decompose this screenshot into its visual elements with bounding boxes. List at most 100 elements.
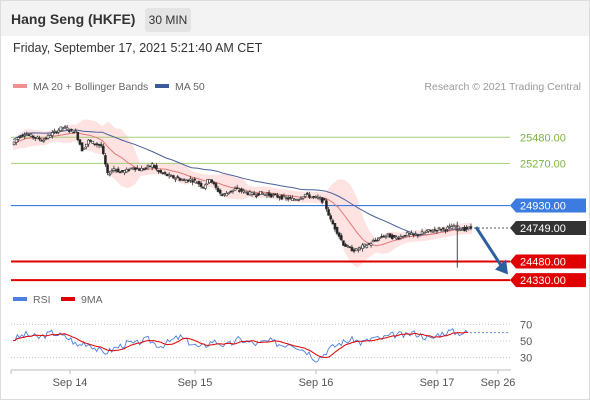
candle-body xyxy=(19,136,22,138)
candle-body xyxy=(452,225,456,228)
candle-body xyxy=(431,230,434,233)
last-price-tag xyxy=(510,221,586,236)
candle-body xyxy=(89,139,92,142)
candle-body xyxy=(367,243,371,245)
candle-body xyxy=(295,199,298,201)
candle-body xyxy=(106,164,109,173)
candle-body xyxy=(444,229,447,232)
candle-body xyxy=(31,135,35,138)
candle-body xyxy=(218,189,222,194)
candle-body xyxy=(189,178,192,181)
candle-body xyxy=(72,131,75,134)
x-axis-tick-label: Sep 15 xyxy=(178,377,213,389)
candle-body xyxy=(227,192,230,195)
candle-body xyxy=(250,191,254,195)
forecast-arrow-head xyxy=(495,259,508,275)
candle-body xyxy=(138,168,141,171)
candle-body xyxy=(255,195,258,198)
candle-body xyxy=(38,137,41,140)
candle-body xyxy=(208,179,211,183)
candle-body xyxy=(238,190,241,192)
candle-body xyxy=(352,249,356,252)
candle-body xyxy=(184,180,188,183)
candle-body xyxy=(386,233,390,236)
candle-body xyxy=(48,135,52,138)
bollinger-legend-swatch xyxy=(13,84,27,88)
candle-body xyxy=(191,180,194,183)
candle-body xyxy=(272,194,275,196)
candle-body xyxy=(267,192,271,196)
forecast-arrow xyxy=(474,226,508,275)
candle-body xyxy=(391,234,394,240)
candle-body xyxy=(365,245,369,248)
candle-body xyxy=(261,193,264,195)
candle-body xyxy=(388,233,392,238)
candle-body xyxy=(327,209,330,216)
candle-body xyxy=(210,179,213,183)
candle-body xyxy=(306,192,309,195)
candle-body xyxy=(142,168,145,171)
candle-body xyxy=(57,129,60,133)
candle-body xyxy=(197,181,201,185)
candle-body xyxy=(461,229,464,231)
rsi-panel: 70 50 30 xyxy=(11,319,532,365)
candle-body xyxy=(61,127,65,129)
candle-body xyxy=(284,197,288,199)
candle-body xyxy=(150,163,154,168)
candle-body xyxy=(123,170,126,174)
candle-body xyxy=(127,169,131,172)
candle-body xyxy=(116,168,120,173)
candle-body xyxy=(380,235,383,238)
candle-body xyxy=(244,191,247,194)
interval-button[interactable]: 30 MIN xyxy=(145,8,191,32)
candle-body xyxy=(212,181,216,184)
x-axis-ticks: Sep 14 Sep 15 Sep 16 Sep 17 Sep 26 xyxy=(10,370,516,389)
x-axis-tick-label: Sep 17 xyxy=(420,377,455,389)
candle-body xyxy=(333,223,337,230)
candle-body xyxy=(114,169,118,172)
candle-body xyxy=(55,131,58,134)
candle-body xyxy=(27,134,31,136)
bollinger-legend-label: MA 20 + Bollinger Bands xyxy=(33,81,148,93)
rsi-line xyxy=(12,327,469,363)
candle-body xyxy=(344,244,347,247)
candle-body xyxy=(221,194,224,196)
candle-body xyxy=(95,143,99,146)
candle-body xyxy=(14,139,18,143)
candle-body xyxy=(318,197,322,200)
candle-body xyxy=(405,232,409,237)
candle-body xyxy=(467,226,471,229)
candle-body xyxy=(167,174,171,177)
candle-body xyxy=(454,226,458,230)
candle-body xyxy=(280,194,284,200)
x-axis-tick-label: Sep 26 xyxy=(481,377,516,389)
candle-body xyxy=(401,236,405,239)
candle-body xyxy=(159,170,162,173)
candle-body xyxy=(112,168,116,171)
candle-body xyxy=(269,193,273,198)
candle-body xyxy=(180,179,184,182)
rsi-ma-legend-swatch xyxy=(61,297,75,301)
candle-body xyxy=(231,189,235,192)
candle-body xyxy=(312,196,315,198)
rsi-ma-legend-label: 9MA xyxy=(81,294,103,306)
candle-body xyxy=(140,167,143,172)
candle-body xyxy=(408,233,411,235)
candle-body xyxy=(206,179,209,185)
candle-body xyxy=(99,144,103,147)
candle-body xyxy=(97,143,101,146)
candle-body xyxy=(314,196,318,198)
forecast-arrow-shaft xyxy=(474,226,503,267)
candle-body xyxy=(361,244,364,249)
candle-body xyxy=(82,148,86,150)
candle-body xyxy=(53,130,56,133)
candle-body xyxy=(320,197,324,203)
candle-body xyxy=(259,190,262,195)
candle-body xyxy=(42,139,46,142)
candle-body xyxy=(223,193,226,195)
pivot-level-label: 24930.00 xyxy=(520,201,566,213)
candle-body xyxy=(422,232,426,234)
candle-body xyxy=(357,249,360,251)
candle-body xyxy=(395,236,398,239)
candle-body xyxy=(399,236,403,239)
